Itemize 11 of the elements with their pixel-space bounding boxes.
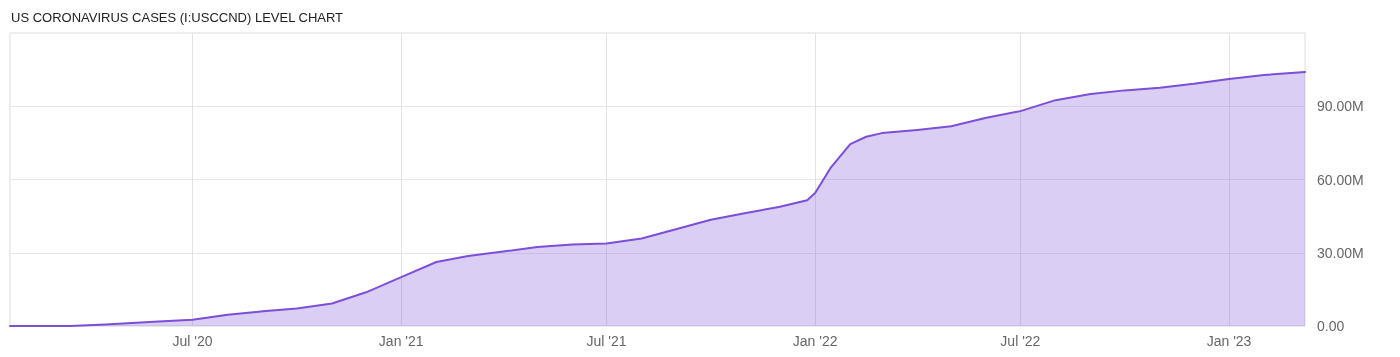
y-tick-label: 90.00M	[1317, 98, 1364, 115]
x-tick-label: Jul '21	[586, 333, 627, 349]
y-tick-label: 0.00	[1317, 318, 1345, 334]
x-tick-label: Jan '21	[378, 333, 424, 349]
x-tick-label: Jan '22	[792, 333, 838, 349]
y-tick-label: 30.00M	[1317, 244, 1364, 261]
chart-title: US CORONAVIRUS CASES (I:USCCND) LEVEL CHART	[11, 10, 344, 25]
x-tick-label: Jul '20	[172, 333, 213, 349]
y-tick-label: 60.00M	[1317, 171, 1364, 188]
x-tick-label: Jul '22	[1000, 333, 1041, 349]
x-tick-label: Jan '23	[1206, 333, 1252, 349]
